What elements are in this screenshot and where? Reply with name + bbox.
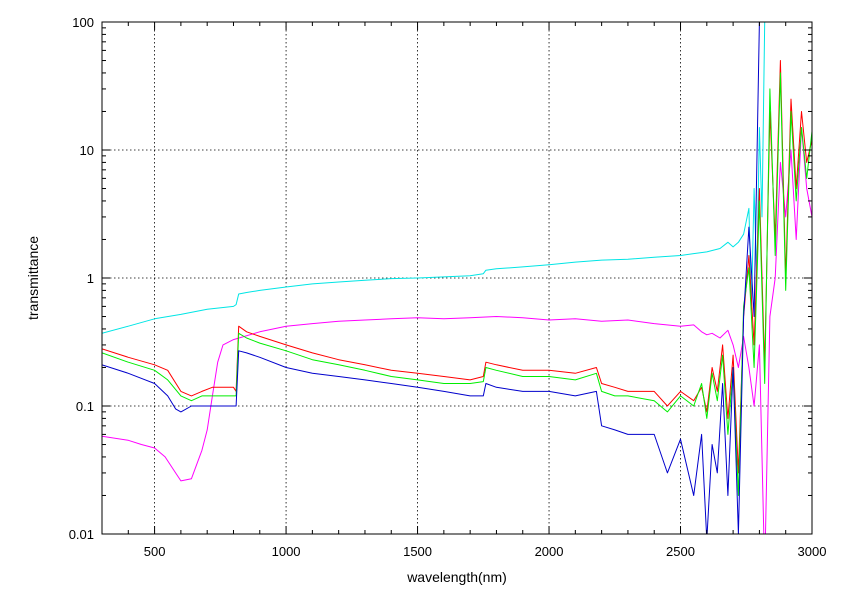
series-group	[102, 22, 812, 534]
series-line-1	[102, 22, 766, 334]
y-tick-labels: 0.01 0.1 1 10 100	[69, 15, 94, 542]
x-tick-label: 2000	[535, 544, 564, 559]
axis-ticks	[101, 21, 813, 535]
series-line-4	[102, 72, 812, 496]
x-tick-label: 3000	[798, 544, 827, 559]
y-tick-label: 0.01	[69, 527, 94, 542]
y-tick-label: 10	[80, 143, 94, 158]
plot-frame	[101, 21, 813, 535]
x-tick-label: 1500	[403, 544, 432, 559]
y-tick-label: 1	[87, 271, 94, 286]
x-tick-label: 1000	[272, 544, 301, 559]
y-tick-label: 100	[72, 15, 94, 30]
y-axis-label: transmittance	[25, 236, 41, 320]
series-line-2	[102, 127, 812, 534]
grid	[102, 22, 812, 534]
x-axis-label: wavelength(nm)	[406, 569, 507, 585]
series-line-5	[102, 22, 760, 534]
x-tick-label: 500	[144, 544, 166, 559]
x-tick-label: 2500	[666, 544, 695, 559]
x-tick-labels: 500 1000 1500 2000 2500 3000	[144, 544, 827, 559]
y-tick-label: 0.1	[76, 399, 94, 414]
